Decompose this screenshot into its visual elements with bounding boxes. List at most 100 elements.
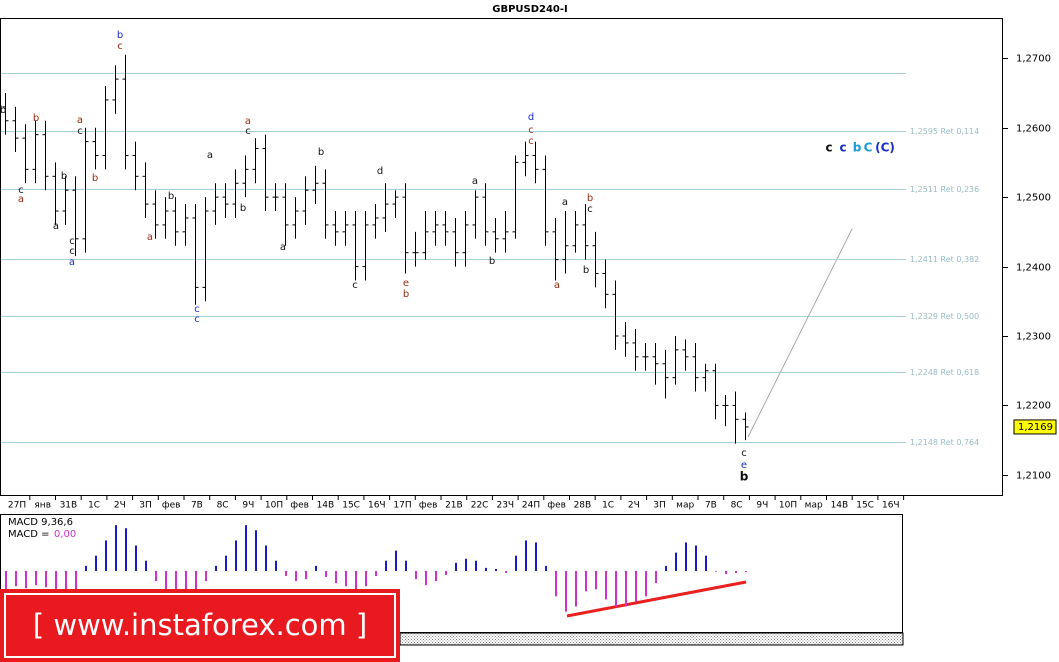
- macd-bar: [395, 550, 397, 571]
- x-tick-label: 1С: [602, 501, 614, 511]
- macd-bar: [105, 540, 107, 571]
- macd-bar: [155, 570, 157, 582]
- wave-label: b: [168, 191, 174, 202]
- x-tick-label: 2Ч: [114, 501, 126, 511]
- wave-label: b: [403, 289, 409, 300]
- macd-bar: [725, 570, 727, 575]
- macd-bar: [665, 565, 667, 571]
- macd-bar: [315, 565, 317, 571]
- macd-bar: [125, 528, 127, 571]
- macd-bar: [255, 530, 257, 571]
- wave-label: c: [194, 314, 200, 325]
- x-tick-label: 14В: [317, 501, 335, 511]
- macd-bar: [245, 525, 247, 571]
- x-tick-label: 28В: [574, 501, 592, 511]
- macd-bar: [185, 570, 187, 594]
- macd-bar: [195, 570, 197, 597]
- x-tick-label: 27П: [8, 501, 26, 511]
- wave-label: a: [18, 194, 24, 205]
- wave-label: c: [587, 204, 593, 215]
- wave-label: b: [583, 265, 589, 276]
- y-tick-label: 1,2600: [1016, 124, 1051, 135]
- macd-bar: [645, 570, 647, 597]
- y-tick-label: 1,2200: [1016, 401, 1051, 412]
- macd-bar: [135, 545, 137, 571]
- wave-label: d: [528, 112, 534, 123]
- macd-bar: [325, 570, 327, 578]
- macd-bar: [225, 555, 227, 571]
- x-tick-label: 9Ч: [242, 501, 254, 511]
- macd-bar: [215, 565, 217, 571]
- macd-bar: [205, 570, 207, 582]
- macd-bar: [635, 570, 637, 602]
- x-tick-label: фев: [547, 501, 566, 511]
- macd-bar: [715, 570, 717, 572]
- x-tick-label: 15С: [856, 501, 874, 511]
- x-tick-label: 3П: [139, 501, 152, 511]
- macd-bar: [375, 570, 377, 577]
- wave-label: a: [472, 176, 478, 187]
- x-tick-label: 9Ч: [756, 501, 768, 511]
- macd-bar: [95, 555, 97, 571]
- x-tick-label: 16Ч: [882, 501, 900, 511]
- macd-bar: [55, 570, 57, 592]
- x-tick-label: 17П: [393, 501, 411, 511]
- wave-label: c: [69, 236, 75, 247]
- macd-bar: [335, 570, 337, 584]
- wave-label: c: [528, 125, 534, 136]
- wave-label: c: [741, 448, 747, 459]
- wave-label: a: [280, 242, 286, 253]
- macd-bar: [655, 570, 657, 584]
- macd-bar: [535, 542, 537, 571]
- chart-title: GBPUSD240-I: [492, 4, 568, 15]
- macd-bar: [165, 570, 167, 590]
- wave-label: c: [839, 141, 846, 155]
- macd-bar: [485, 567, 487, 571]
- last-price-label: 1,2169: [1018, 422, 1053, 433]
- wave-label: b: [489, 256, 495, 267]
- macd-bar: [455, 562, 457, 571]
- level-label: 1,2595 Ret 0,114: [910, 127, 979, 136]
- hatch-area: [399, 632, 904, 646]
- wave-label: b: [92, 173, 98, 184]
- x-tick-label: 22С: [471, 501, 489, 511]
- y-tick-label: 1,2100: [1016, 471, 1051, 482]
- macd-bar: [35, 570, 37, 586]
- x-tick-label: 2Ч: [628, 501, 640, 511]
- macd-bar: [385, 560, 387, 571]
- x-tick-label: мар: [805, 501, 823, 511]
- wave-label: b: [853, 141, 862, 155]
- macd-bar: [305, 570, 307, 580]
- macd-bar: [525, 540, 527, 571]
- macd-bar: [275, 560, 277, 571]
- x-tick-label: 7В: [191, 501, 203, 511]
- macd-bar: [345, 570, 347, 587]
- wave-label: a: [207, 150, 213, 161]
- level-label: 1,2148 Ret 0,764: [910, 438, 979, 447]
- macd-bar: [745, 570, 747, 572]
- watermark-border: [4, 593, 396, 658]
- wave-label: a: [69, 257, 75, 268]
- macd-bar: [555, 570, 557, 597]
- macd-bar: [25, 570, 27, 589]
- y-tick-label: 1,2500: [1016, 193, 1051, 204]
- macd-bar: [595, 570, 597, 590]
- macd-bar: [45, 570, 47, 588]
- macd-bar: [605, 570, 607, 600]
- x-tick-label: 16Ч: [368, 501, 386, 511]
- wave-label: c: [194, 304, 200, 315]
- y-tick-label: 1,2300: [1016, 332, 1051, 343]
- wave-label: a: [77, 115, 83, 126]
- macd-bar: [415, 570, 417, 580]
- macd-bar: [5, 570, 7, 590]
- watermark-box: [0, 589, 400, 662]
- level-label: 1,2248 Ret 0,618: [910, 368, 979, 377]
- macd-bar: [675, 552, 677, 571]
- plot: 1,2595 Ret 0,114 1,2511 Ret 0,236 1,2411 R…: [0, 30, 1057, 612]
- wave-label: a: [554, 280, 560, 291]
- macd-bar: [435, 570, 437, 582]
- macd-bar: [445, 570, 447, 576]
- wave-label: c: [18, 185, 24, 196]
